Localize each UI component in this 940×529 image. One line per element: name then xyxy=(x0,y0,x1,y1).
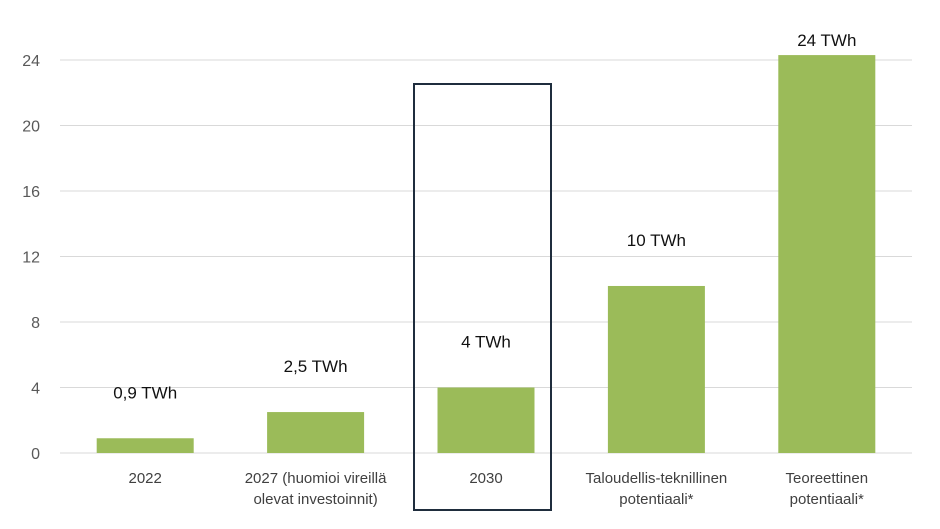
bar xyxy=(778,55,876,454)
y-tick-label: 16 xyxy=(22,184,40,201)
category-label: 2030 xyxy=(469,470,502,487)
bar xyxy=(267,412,365,453)
y-tick-label: 12 xyxy=(22,250,40,267)
category-labels: 2022 2027 (huomioi vireillä olevat investo… xyxy=(129,470,869,508)
highlight-box-group xyxy=(413,83,552,511)
highlight-box xyxy=(413,83,552,511)
data-label: 2,5 TWh xyxy=(284,357,348,376)
y-tick-label: 24 xyxy=(22,53,40,70)
y-tick-label: 0 xyxy=(31,446,40,463)
data-label: 4 TWh xyxy=(461,333,511,352)
category-label: potentiaali* xyxy=(790,491,864,508)
data-label: 10 TWh xyxy=(627,231,686,250)
y-tick-label: 8 xyxy=(31,315,40,332)
bars xyxy=(96,55,876,454)
category-label: potentiaali* xyxy=(619,491,693,508)
gridlines xyxy=(60,59,912,454)
bar xyxy=(607,285,705,453)
data-labels: 0,9 TWh 2,5 TWh 4 TWh 10 TWh 24 TWh xyxy=(113,31,856,402)
data-label: 0,9 TWh xyxy=(113,383,177,402)
category-label: 2027 (huomioi vireillä xyxy=(245,470,387,487)
category-label: Taloudellis-teknillinen xyxy=(586,470,728,487)
y-tick-label: 20 xyxy=(22,119,40,136)
category-label: Teoreettinen xyxy=(786,470,869,487)
bar xyxy=(96,438,194,453)
bar xyxy=(437,387,535,453)
y-axis-tick-labels: 0 4 8 12 16 20 24 xyxy=(22,53,40,463)
category-label: olevat investoinnit) xyxy=(253,491,377,508)
category-label: 2022 xyxy=(129,470,162,487)
data-label: 24 TWh xyxy=(797,31,856,50)
y-tick-label: 4 xyxy=(31,381,40,398)
